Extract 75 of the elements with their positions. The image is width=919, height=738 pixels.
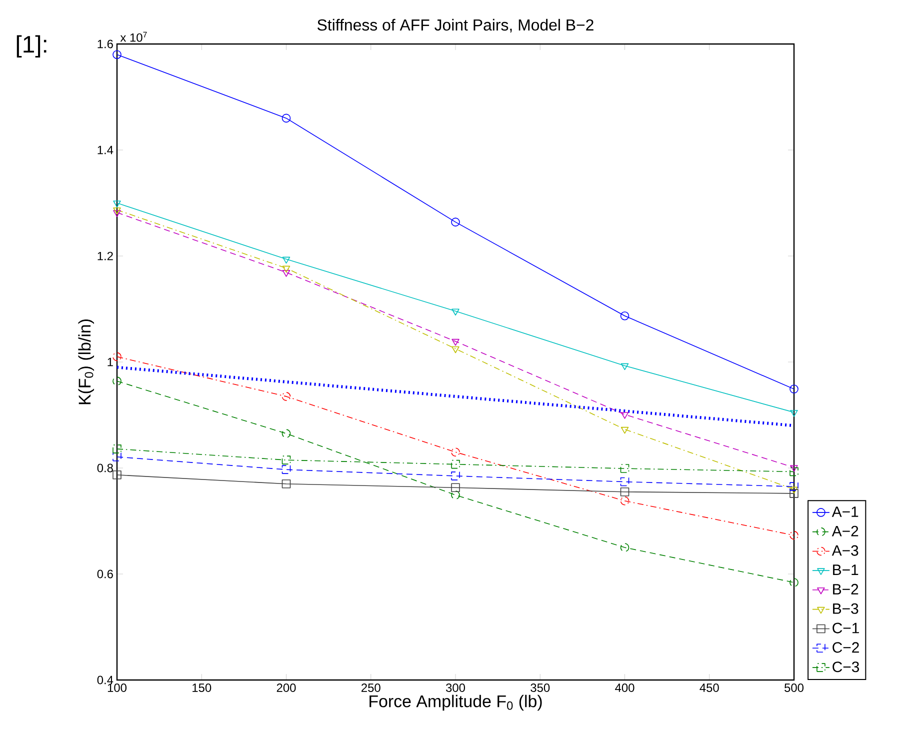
legend-label: C−1 (832, 622, 859, 634)
point (451, 218, 460, 226)
point (452, 346, 460, 354)
point (620, 487, 630, 496)
point (790, 578, 798, 587)
point (620, 412, 629, 419)
legend-label: C−3 (832, 662, 860, 672)
x-tick-label: 300 (446, 684, 466, 692)
point (282, 456, 291, 464)
x-tick-label: 250 (362, 684, 380, 692)
point (113, 207, 121, 214)
y-tick-label: 1 (108, 358, 113, 366)
point (112, 376, 122, 386)
y-tick-label: 0.8 (97, 464, 113, 472)
point (282, 465, 291, 474)
text: [1]: (16, 35, 46, 58)
legend-label: A−3 (832, 545, 858, 556)
legend-label: B−1 (833, 564, 858, 575)
point (282, 392, 291, 401)
legend-label: A−2 (832, 526, 858, 536)
legend-label: B−2 (833, 584, 858, 594)
x-tick-label: 400 (615, 684, 634, 692)
point (790, 465, 798, 472)
point (620, 311, 630, 320)
x-tick-label: 350 (530, 684, 550, 692)
x-axis-title: Force Amplitude F$_{0}$ (lb) (370, 694, 542, 711)
legend-label: A−1 (832, 506, 858, 517)
x-tick-label: 500 (784, 684, 804, 692)
x-tick-label: 150 (192, 684, 212, 692)
point (620, 477, 630, 486)
point (112, 470, 122, 480)
x-tick-label: 450 (700, 684, 719, 692)
x-tick-label: 200 (276, 684, 296, 692)
point (790, 467, 798, 476)
point (112, 50, 122, 59)
point (112, 444, 122, 454)
y-tick-label: 1.2 (98, 252, 113, 260)
text: x 10$^{7}$ (120, 32, 147, 42)
point (282, 270, 290, 277)
y-tick-label: 1.6 (98, 40, 113, 48)
point (113, 200, 121, 208)
point (452, 308, 460, 316)
x-tick-label: 100 (108, 684, 127, 692)
point (790, 530, 798, 540)
point (451, 490, 460, 500)
point (112, 352, 122, 362)
y-tick-label: 1.4 (98, 146, 114, 154)
point (451, 483, 460, 492)
chart-title: Stiffness of AFF Joint Pairs, Model B−2 (317, 18, 594, 32)
point (620, 496, 630, 506)
point (790, 489, 798, 498)
point (113, 210, 121, 217)
point (112, 452, 122, 462)
y-tick-label: 0.4 (97, 676, 114, 684)
point (451, 448, 460, 456)
point (620, 363, 629, 370)
point (790, 384, 798, 394)
point (620, 426, 629, 434)
point (451, 460, 460, 469)
point (282, 114, 291, 123)
y-axis-title: K(F$_{0}$) (lb/in) (78, 320, 94, 404)
y-tick-label: 0.6 (97, 570, 113, 578)
point (620, 464, 630, 473)
point (790, 410, 798, 417)
point (282, 480, 291, 488)
legend-label: B−3 (833, 603, 858, 614)
point (790, 486, 798, 494)
point (790, 482, 798, 491)
point (620, 543, 630, 552)
point (451, 472, 460, 480)
legend-label: C−2 (832, 642, 859, 653)
point (282, 256, 290, 264)
point (282, 266, 290, 273)
point (282, 429, 291, 438)
point (452, 338, 460, 346)
